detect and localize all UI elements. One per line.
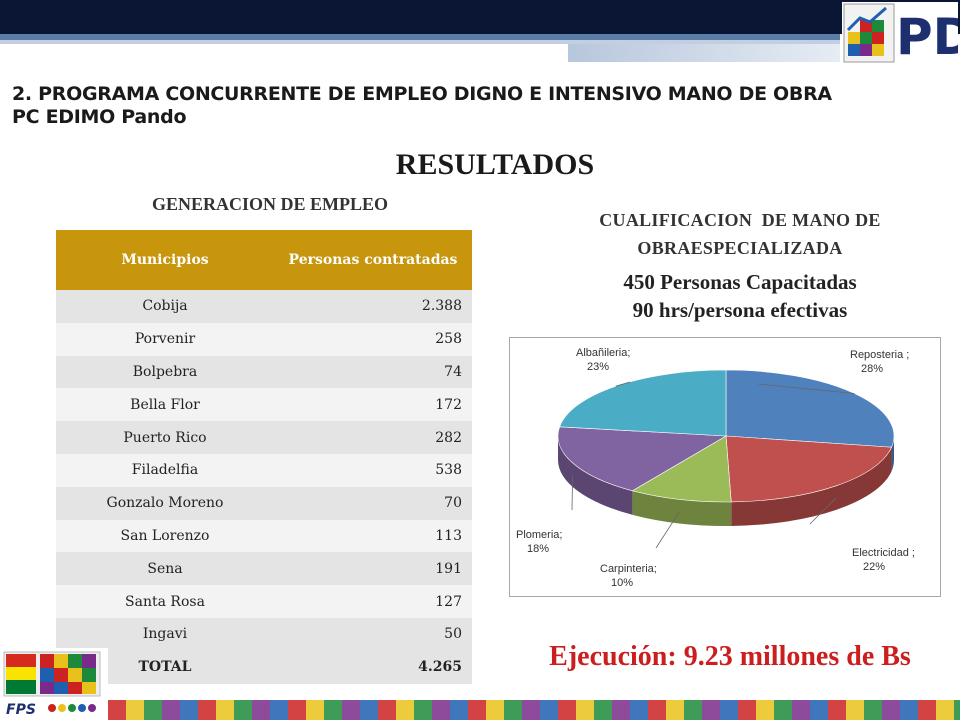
municipio-cell: Bella Flor (56, 388, 274, 422)
bottom-decorative-strip (108, 700, 960, 720)
pie-leader-line (809, 497, 837, 525)
table-row: Cobija 2.388 (56, 290, 472, 323)
municipio-cell: Porvenir (56, 322, 274, 356)
municipio-cell: San Lorenzo (56, 519, 274, 553)
table-row: Puerto Rico 282 (56, 421, 472, 454)
top-banner (0, 0, 960, 34)
pie-slice (725, 435, 892, 503)
municipio-cell: Gonzalo Moreno (56, 486, 274, 520)
pie-slice-side (891, 436, 894, 472)
pie-leader-line (571, 474, 573, 511)
pie-slice-label: Reposteria ; (850, 349, 909, 361)
personas-cell: 127 (274, 585, 472, 618)
pie-slice-percent: 18% (527, 543, 549, 555)
capacitadas-line2: 90 hrs/persona efectivas (632, 298, 848, 322)
program-title-line2: PC EDIMO Pando (12, 106, 187, 128)
municipio-cell: Bolpebra (56, 355, 274, 389)
table-row: Bella Flor 172 (56, 388, 472, 422)
pie-chart-svg: Reposteria ; 28% Electricidad ; 22% Carpinte… (516, 347, 915, 589)
pie-leader-line (615, 381, 631, 387)
pie-slice-label: Carpinteria; (600, 563, 657, 575)
personas-cell: 282 (274, 421, 472, 454)
resultados-heading: RESULTADOS (395, 148, 595, 181)
pie-leader-line (757, 383, 855, 394)
generacion-empleo-heading: GENERACION DE EMPLEO (151, 194, 389, 214)
cualificacion-line2: OBRAESPECIALIZADA (637, 238, 843, 258)
capacitadas-text: 450 Personas Capacitadas 90 hrs/persona … (540, 268, 940, 324)
pie-slice-label: Albañileria; (576, 347, 630, 359)
table-header-row: Municipios Personas contratadas (56, 230, 472, 290)
capacitadas-line1: 450 Personas Capacitadas (623, 270, 857, 294)
personas-cell: 113 (274, 519, 472, 553)
personas-cell: 74 (274, 355, 472, 389)
table-row: Filadelfia 538 (56, 453, 472, 487)
cualificacion-line1: CUALIFICACION DE MANO DE (599, 210, 881, 230)
table-row: Gonzalo Moreno 70 (56, 486, 472, 520)
cualificacion-heading: CUALIFICACION DE MANO DE OBRAESPECIALIZA… (540, 206, 940, 262)
table-row: Bolpebra 74 (56, 355, 472, 389)
personas-cell: 172 (274, 388, 472, 422)
pie-slice (557, 426, 728, 492)
municipio-cell: Sena (56, 552, 274, 586)
table-total-row: TOTAL 4.265 (56, 650, 472, 684)
program-title: 2. PROGRAMA CONCURRENTE DE EMPLEO DIGNO … (12, 83, 952, 129)
pie-slice (559, 369, 727, 437)
program-title-line1: 2. PROGRAMA CONCURRENTE DE EMPLEO DIGNO … (12, 83, 832, 105)
municipio-cell: Filadelfia (56, 453, 274, 487)
table-row: Porvenir 258 (56, 322, 472, 356)
personas-cell: 50 (274, 617, 472, 651)
fps-logo: FPS (0, 648, 108, 720)
pie-slice-label: Plomeria; (516, 529, 562, 541)
pie-leader-line (655, 511, 680, 549)
personas-cell: 70 (274, 486, 472, 520)
municipio-cell: Puerto Rico (56, 421, 274, 454)
municipio-cell: Cobija (56, 290, 274, 323)
table-row: Sena 191 (56, 552, 472, 586)
employment-table: Municipios Personas contratadas Cobija 2.… (56, 230, 472, 684)
fps-text: FPS (6, 702, 36, 718)
pie-slice (725, 369, 895, 448)
personas-cell: 191 (274, 552, 472, 586)
banner-stripe (0, 34, 840, 40)
pie-slice-label: Electricidad ; (852, 547, 915, 559)
total-value: 4.265 (274, 650, 472, 684)
personas-cell: 538 (274, 453, 472, 487)
personas-cell: 2.388 (274, 290, 472, 323)
pie-slice-percent: 22% (863, 561, 885, 573)
table-row: San Lorenzo 113 (56, 519, 472, 553)
pie-slice-side (632, 490, 732, 526)
header-municipios: Municipios (56, 230, 274, 290)
pie-slice (631, 435, 732, 503)
municipio-cell: Santa Rosa (56, 585, 274, 618)
banner-accent (568, 44, 840, 62)
pie-slice-percent: 10% (611, 577, 633, 589)
logo-text: PD (896, 8, 958, 64)
personas-cell: 258 (274, 322, 472, 356)
ejecucion-text: Ejecución: 9.23 millones de Bs (549, 641, 911, 672)
municipio-cell: Ingavi (56, 617, 274, 651)
pie-slice-side (558, 436, 633, 515)
table-row: Ingavi 50 (56, 617, 472, 651)
header-personas: Personas contratadas (274, 230, 472, 290)
pd-logo: PD (842, 2, 960, 66)
pie-chart: Reposteria ; 28% Electricidad ; 22% Carpinte… (509, 337, 941, 597)
banner-stripe-light (0, 40, 840, 44)
table-row: Santa Rosa 127 (56, 585, 472, 618)
pie-slice-percent: 23% (587, 361, 609, 373)
pie-slice-side (731, 447, 892, 526)
pie-slice-percent: 28% (861, 363, 883, 375)
